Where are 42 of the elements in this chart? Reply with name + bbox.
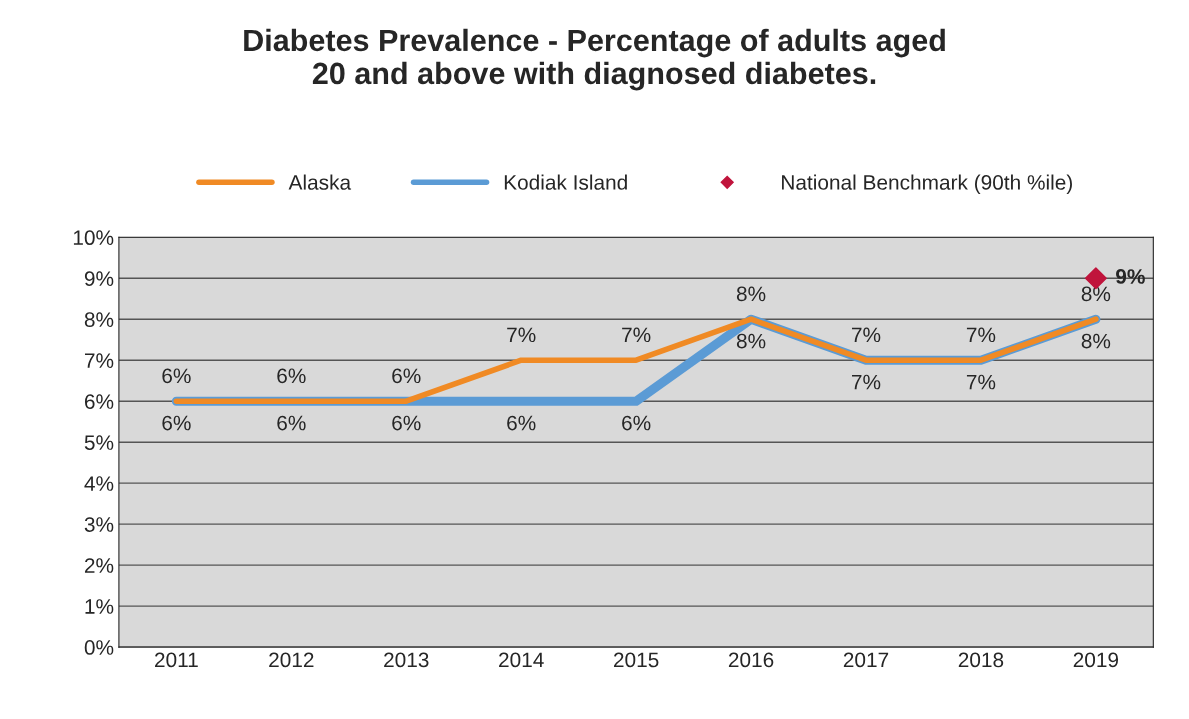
y-tick-label: 9% [84,271,114,287]
data-label: 6% [507,415,536,431]
x-tick-label: 2017 [843,652,889,668]
y-tick-label: 2% [84,558,114,573]
y-tick-label: 7% [85,353,114,368]
x-tick-label: 2011 [155,652,198,668]
x-tick-label: 2018 [958,652,1004,668]
data-label: 6% [392,368,421,384]
x-tick-label: 2013 [384,652,429,668]
y-tick-label: 3% [84,517,114,532]
data-label: 6% [622,415,651,431]
y-tick-label: 0% [84,640,114,655]
data-label: 8% [736,333,766,349]
data-label: 7% [852,374,881,390]
x-tick-label: 2019 [1073,652,1119,668]
y-tick-label: 5% [84,435,114,450]
x-tick-label: 2015 [613,652,659,668]
x-tick-label: 2016 [728,652,774,668]
x-tick-label: 2014 [499,652,544,668]
data-label: 6% [277,415,306,431]
data-label: 8% [1081,333,1111,349]
legend-label: Alaska [288,174,352,190]
data-label: 6% [162,368,191,384]
y-tick-label: 6% [84,394,114,409]
legend-label: National Benchmark (90th %ile) [782,174,1072,194]
legend-label: Kodiak Island [504,174,627,190]
x-tick-label: 2012 [269,652,314,668]
y-tick-label: 1% [85,599,114,614]
data-label: 6% [162,415,191,431]
data-label: 7% [966,374,996,390]
data-label: 7% [622,327,651,343]
data-label: 8% [1081,286,1111,302]
y-tick-label: 8% [84,312,114,327]
chart-title: Diabetes Prevalence - Percentage of adults aged 20 and above with diagnosed diabetes. [244,28,945,91]
data-label: 6% [392,415,421,431]
data-label: 8% [736,286,766,302]
data-label: 7% [852,327,881,343]
data-label: 7% [507,327,536,343]
y-tick-label: 10% [73,230,114,246]
y-tick-label: 4% [84,476,114,491]
data-label: 7% [966,327,996,343]
data-label: 6% [277,368,306,384]
